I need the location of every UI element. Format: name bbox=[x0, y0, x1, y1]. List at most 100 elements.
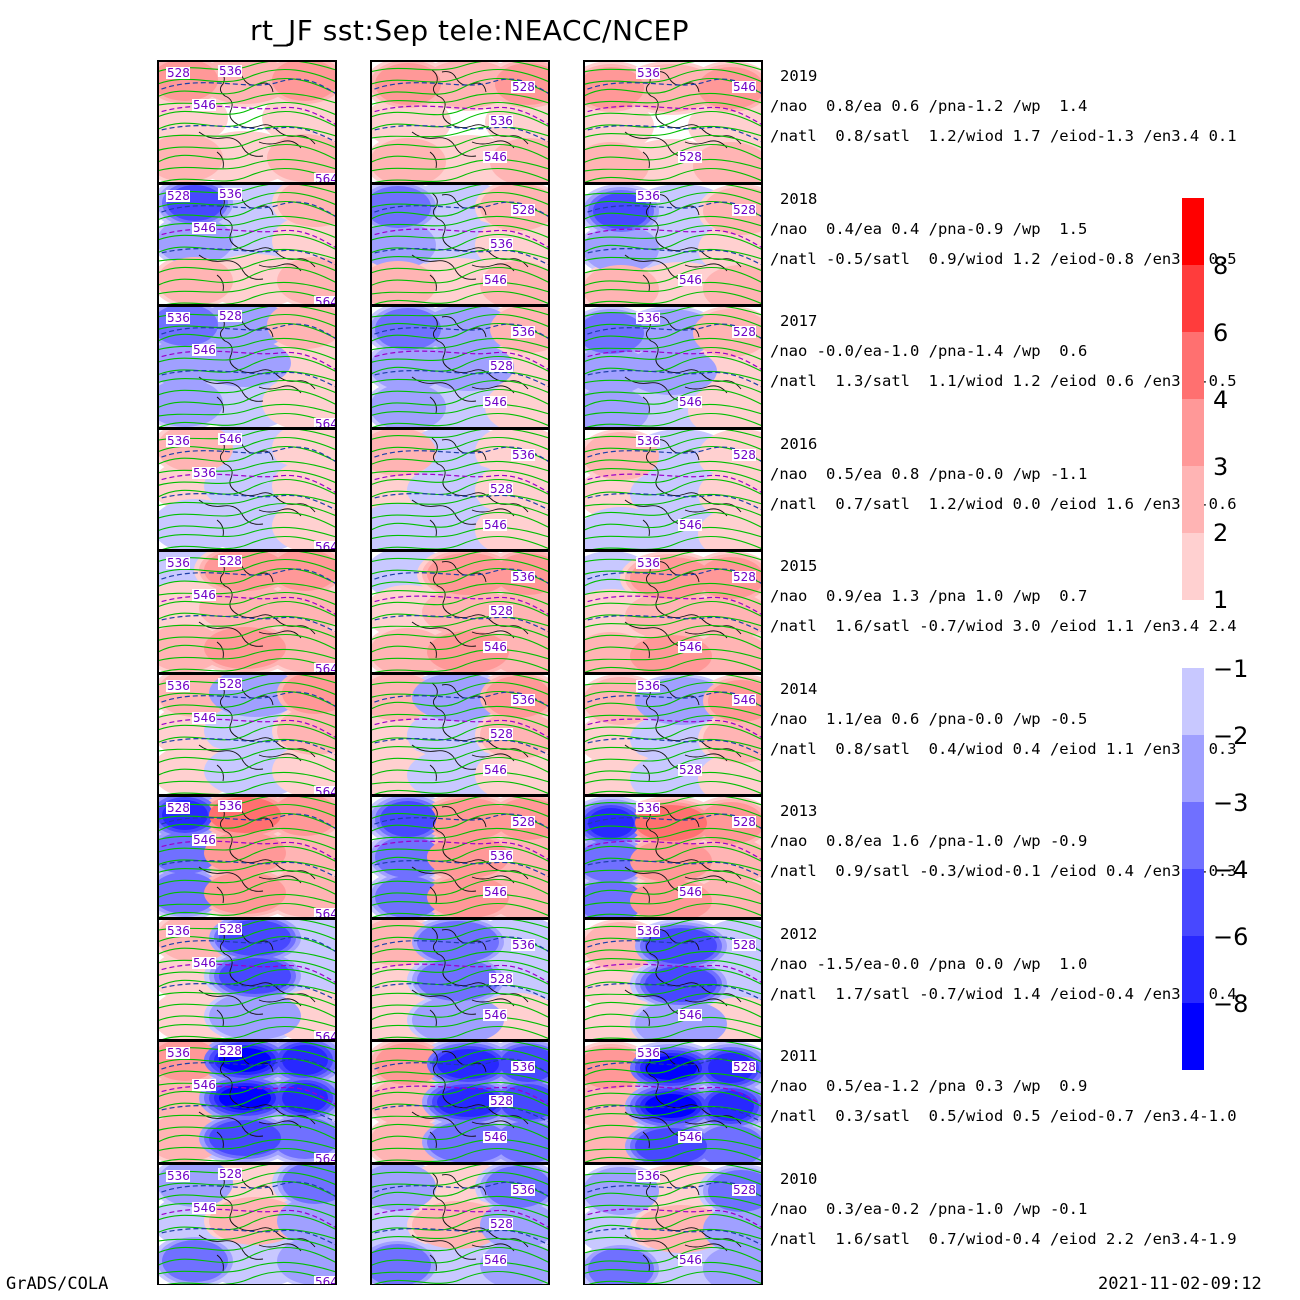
svg-text:536: 536 bbox=[167, 1169, 190, 1183]
svg-text:546: 546 bbox=[193, 711, 216, 725]
svg-text:546: 546 bbox=[679, 395, 702, 409]
svg-text:536: 536 bbox=[219, 64, 242, 78]
contour-label: 536 bbox=[511, 448, 535, 462]
contour-label: 564 bbox=[314, 540, 337, 551]
svg-text:536: 536 bbox=[219, 187, 242, 201]
contour-label: 528 bbox=[489, 359, 513, 373]
svg-text:546: 546 bbox=[484, 150, 507, 164]
svg-text:546: 546 bbox=[484, 395, 507, 409]
colorbar-tick-label: 1 bbox=[1213, 586, 1229, 614]
teleconnection-indices: /nao 1.1/ea 0.6 /pna-0.0 /wp -0.5 bbox=[770, 709, 1088, 728]
colorbar-swatch bbox=[1182, 332, 1204, 399]
svg-text:528: 528 bbox=[512, 80, 535, 94]
contour-label: 546 bbox=[483, 1130, 507, 1144]
svg-text:564: 564 bbox=[315, 1152, 337, 1163]
contour-label: 564 bbox=[314, 907, 335, 917]
svg-text:564: 564 bbox=[315, 417, 337, 428]
teleconnection-indices: /nao 0.9/ea 1.3 /pna 1.0 /wp 0.7 bbox=[770, 587, 1088, 605]
contour-label: 546 bbox=[678, 640, 702, 654]
contour-label: 536 bbox=[166, 924, 190, 938]
anomaly-map: 536 528 546 bbox=[585, 307, 761, 427]
map-panel-2018-3: 536 528 546 bbox=[583, 182, 763, 305]
svg-text:546: 546 bbox=[679, 640, 702, 654]
sst-indices: /natl -0.5/satl 0.9/wiod 1.2 /eiod-0.8 /… bbox=[770, 249, 1237, 268]
anomaly-map: 536 528 546 bbox=[372, 674, 548, 795]
anomaly-map: 528 536 546 564 bbox=[159, 184, 335, 305]
contour-label: 536 bbox=[511, 938, 535, 952]
svg-text:546: 546 bbox=[679, 1008, 702, 1022]
svg-text:536: 536 bbox=[637, 434, 660, 448]
anomaly-map: 536 528 546 bbox=[372, 429, 548, 550]
colorbar-positive bbox=[1182, 198, 1204, 600]
contour-label: 564 bbox=[314, 662, 335, 672]
contour-label: 528 bbox=[218, 1044, 242, 1058]
map-panel-2017-3: 536 528 546 bbox=[583, 305, 763, 428]
svg-text:528: 528 bbox=[733, 448, 756, 462]
anomaly-map: 536 528 546 564 bbox=[159, 552, 335, 672]
map-panel-2017-2: 536 528 546 bbox=[370, 305, 550, 428]
contour-label: 564 bbox=[314, 172, 335, 182]
year-label: 2011 bbox=[780, 1047, 818, 1065]
contour-label: 536 bbox=[511, 570, 535, 584]
map-panel-2014-3: 536 546 528 bbox=[583, 672, 763, 795]
anomaly-map: 536 528 546 bbox=[585, 919, 761, 1040]
contour-label: 536 bbox=[636, 434, 660, 448]
svg-text:546: 546 bbox=[733, 80, 756, 94]
svg-text:536: 536 bbox=[637, 801, 660, 815]
contour-label: 528 bbox=[489, 482, 513, 496]
contour-label: 536 bbox=[192, 466, 216, 480]
contour-label: 546 bbox=[192, 221, 216, 235]
svg-text:546: 546 bbox=[193, 1078, 216, 1092]
svg-text:528: 528 bbox=[512, 815, 535, 829]
contour-label: 536 bbox=[218, 187, 242, 201]
svg-text:536: 536 bbox=[167, 924, 190, 938]
colorbar-swatch bbox=[1182, 265, 1204, 332]
contour-label: 536 bbox=[511, 325, 535, 339]
contour-label: 546 bbox=[483, 763, 507, 777]
map-panel-2013-1: 528 536 546 564 bbox=[157, 795, 337, 918]
contour-label: 546 bbox=[192, 711, 216, 725]
svg-text:546: 546 bbox=[679, 1253, 702, 1267]
contour-label: 546 bbox=[732, 80, 756, 94]
svg-text:564: 564 bbox=[315, 540, 337, 551]
year-label: 2012 bbox=[780, 924, 818, 943]
year-label: 2015 bbox=[780, 557, 818, 575]
map-panel-2012-1: 536 528 546 564 bbox=[157, 917, 337, 1040]
svg-text:536: 536 bbox=[637, 1046, 660, 1060]
contour-label: 546 bbox=[678, 1008, 702, 1022]
svg-text:546: 546 bbox=[219, 432, 242, 446]
svg-text:536: 536 bbox=[167, 556, 190, 570]
svg-text:546: 546 bbox=[733, 693, 756, 707]
contour-label: 536 bbox=[636, 679, 660, 693]
map-panel-2018-1: 528 536 546 564 bbox=[157, 182, 337, 305]
svg-text:528: 528 bbox=[679, 763, 702, 777]
sst-indices: /natl 0.9/satl -0.3/wiod-0.1 /eiod 0.4 /… bbox=[770, 862, 1237, 880]
contour-label: 536 bbox=[511, 1183, 535, 1197]
map-panel-2015-3: 536 528 546 bbox=[583, 550, 763, 673]
contour-label: 546 bbox=[483, 150, 507, 164]
map-panel-2013-3: 536 528 546 bbox=[583, 795, 763, 918]
contour-label: 546 bbox=[678, 395, 702, 409]
anomaly-map: 536 546 528 bbox=[585, 674, 761, 795]
colorbar-swatch bbox=[1182, 198, 1204, 265]
plot-title: rt_JF sst:Sep tele:NEACC/NCEP bbox=[250, 14, 690, 47]
colorbar-tick-label: −1 bbox=[1213, 655, 1249, 683]
contour-label: 528 bbox=[218, 922, 242, 936]
contour-label: 564 bbox=[314, 1152, 337, 1163]
svg-text:528: 528 bbox=[167, 189, 190, 203]
year-label: 2018 bbox=[780, 189, 818, 208]
contour-label: 546 bbox=[192, 588, 216, 602]
map-panel-2012-3: 536 528 546 bbox=[583, 917, 763, 1040]
sst-indices: /natl 1.6/satl 0.7/wiod-0.4 /eiod 2.2 /e… bbox=[770, 1229, 1237, 1248]
svg-text:546: 546 bbox=[484, 273, 507, 287]
svg-text:536: 536 bbox=[512, 938, 535, 952]
colorbar-swatch bbox=[1182, 466, 1204, 533]
svg-text:528: 528 bbox=[733, 325, 756, 339]
contour-label: 546 bbox=[483, 1008, 507, 1022]
colorbar-tick-label: 8 bbox=[1213, 252, 1229, 280]
svg-text:546: 546 bbox=[679, 1130, 702, 1144]
map-panel-2010-3: 536 528 546 bbox=[583, 1162, 763, 1285]
svg-text:536: 536 bbox=[490, 849, 513, 863]
svg-text:536: 536 bbox=[219, 799, 242, 813]
sst-indices: /natl 1.7/satl -0.7/wiod 1.4 /eiod-0.4 /… bbox=[770, 984, 1237, 1003]
